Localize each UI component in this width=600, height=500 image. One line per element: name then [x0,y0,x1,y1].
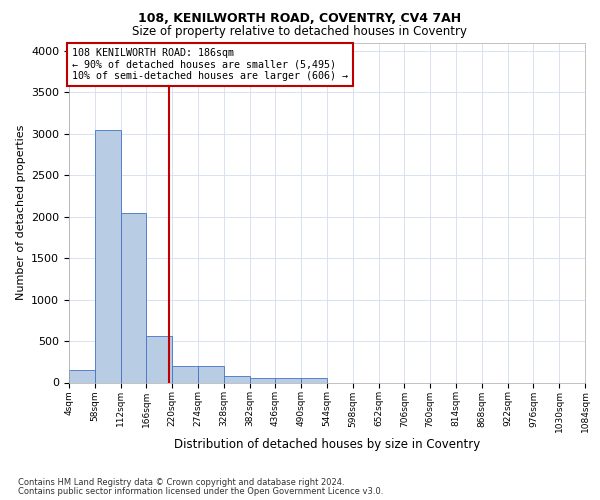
Bar [121,212,146,382]
Y-axis label: Number of detached properties: Number of detached properties [16,125,26,300]
Text: 108 KENILWORTH ROAD: 186sqm
← 90% of detached houses are smaller (5,495)
10% of : 108 KENILWORTH ROAD: 186sqm ← 90% of det… [71,48,347,81]
Bar [95,130,121,382]
X-axis label: Distribution of detached houses by size in Coventry: Distribution of detached houses by size … [174,438,480,451]
Bar [301,378,327,382]
Text: Size of property relative to detached houses in Coventry: Size of property relative to detached ho… [133,25,467,38]
Bar [198,366,224,382]
Bar [172,366,198,382]
Bar [224,376,250,382]
Text: Contains HM Land Registry data © Crown copyright and database right 2024.: Contains HM Land Registry data © Crown c… [18,478,344,487]
Text: Contains public sector information licensed under the Open Government Licence v3: Contains public sector information licen… [18,487,383,496]
Bar [69,370,95,382]
Bar [146,336,172,382]
Bar [250,378,275,382]
Bar [275,378,301,382]
Text: 108, KENILWORTH ROAD, COVENTRY, CV4 7AH: 108, KENILWORTH ROAD, COVENTRY, CV4 7AH [139,12,461,26]
